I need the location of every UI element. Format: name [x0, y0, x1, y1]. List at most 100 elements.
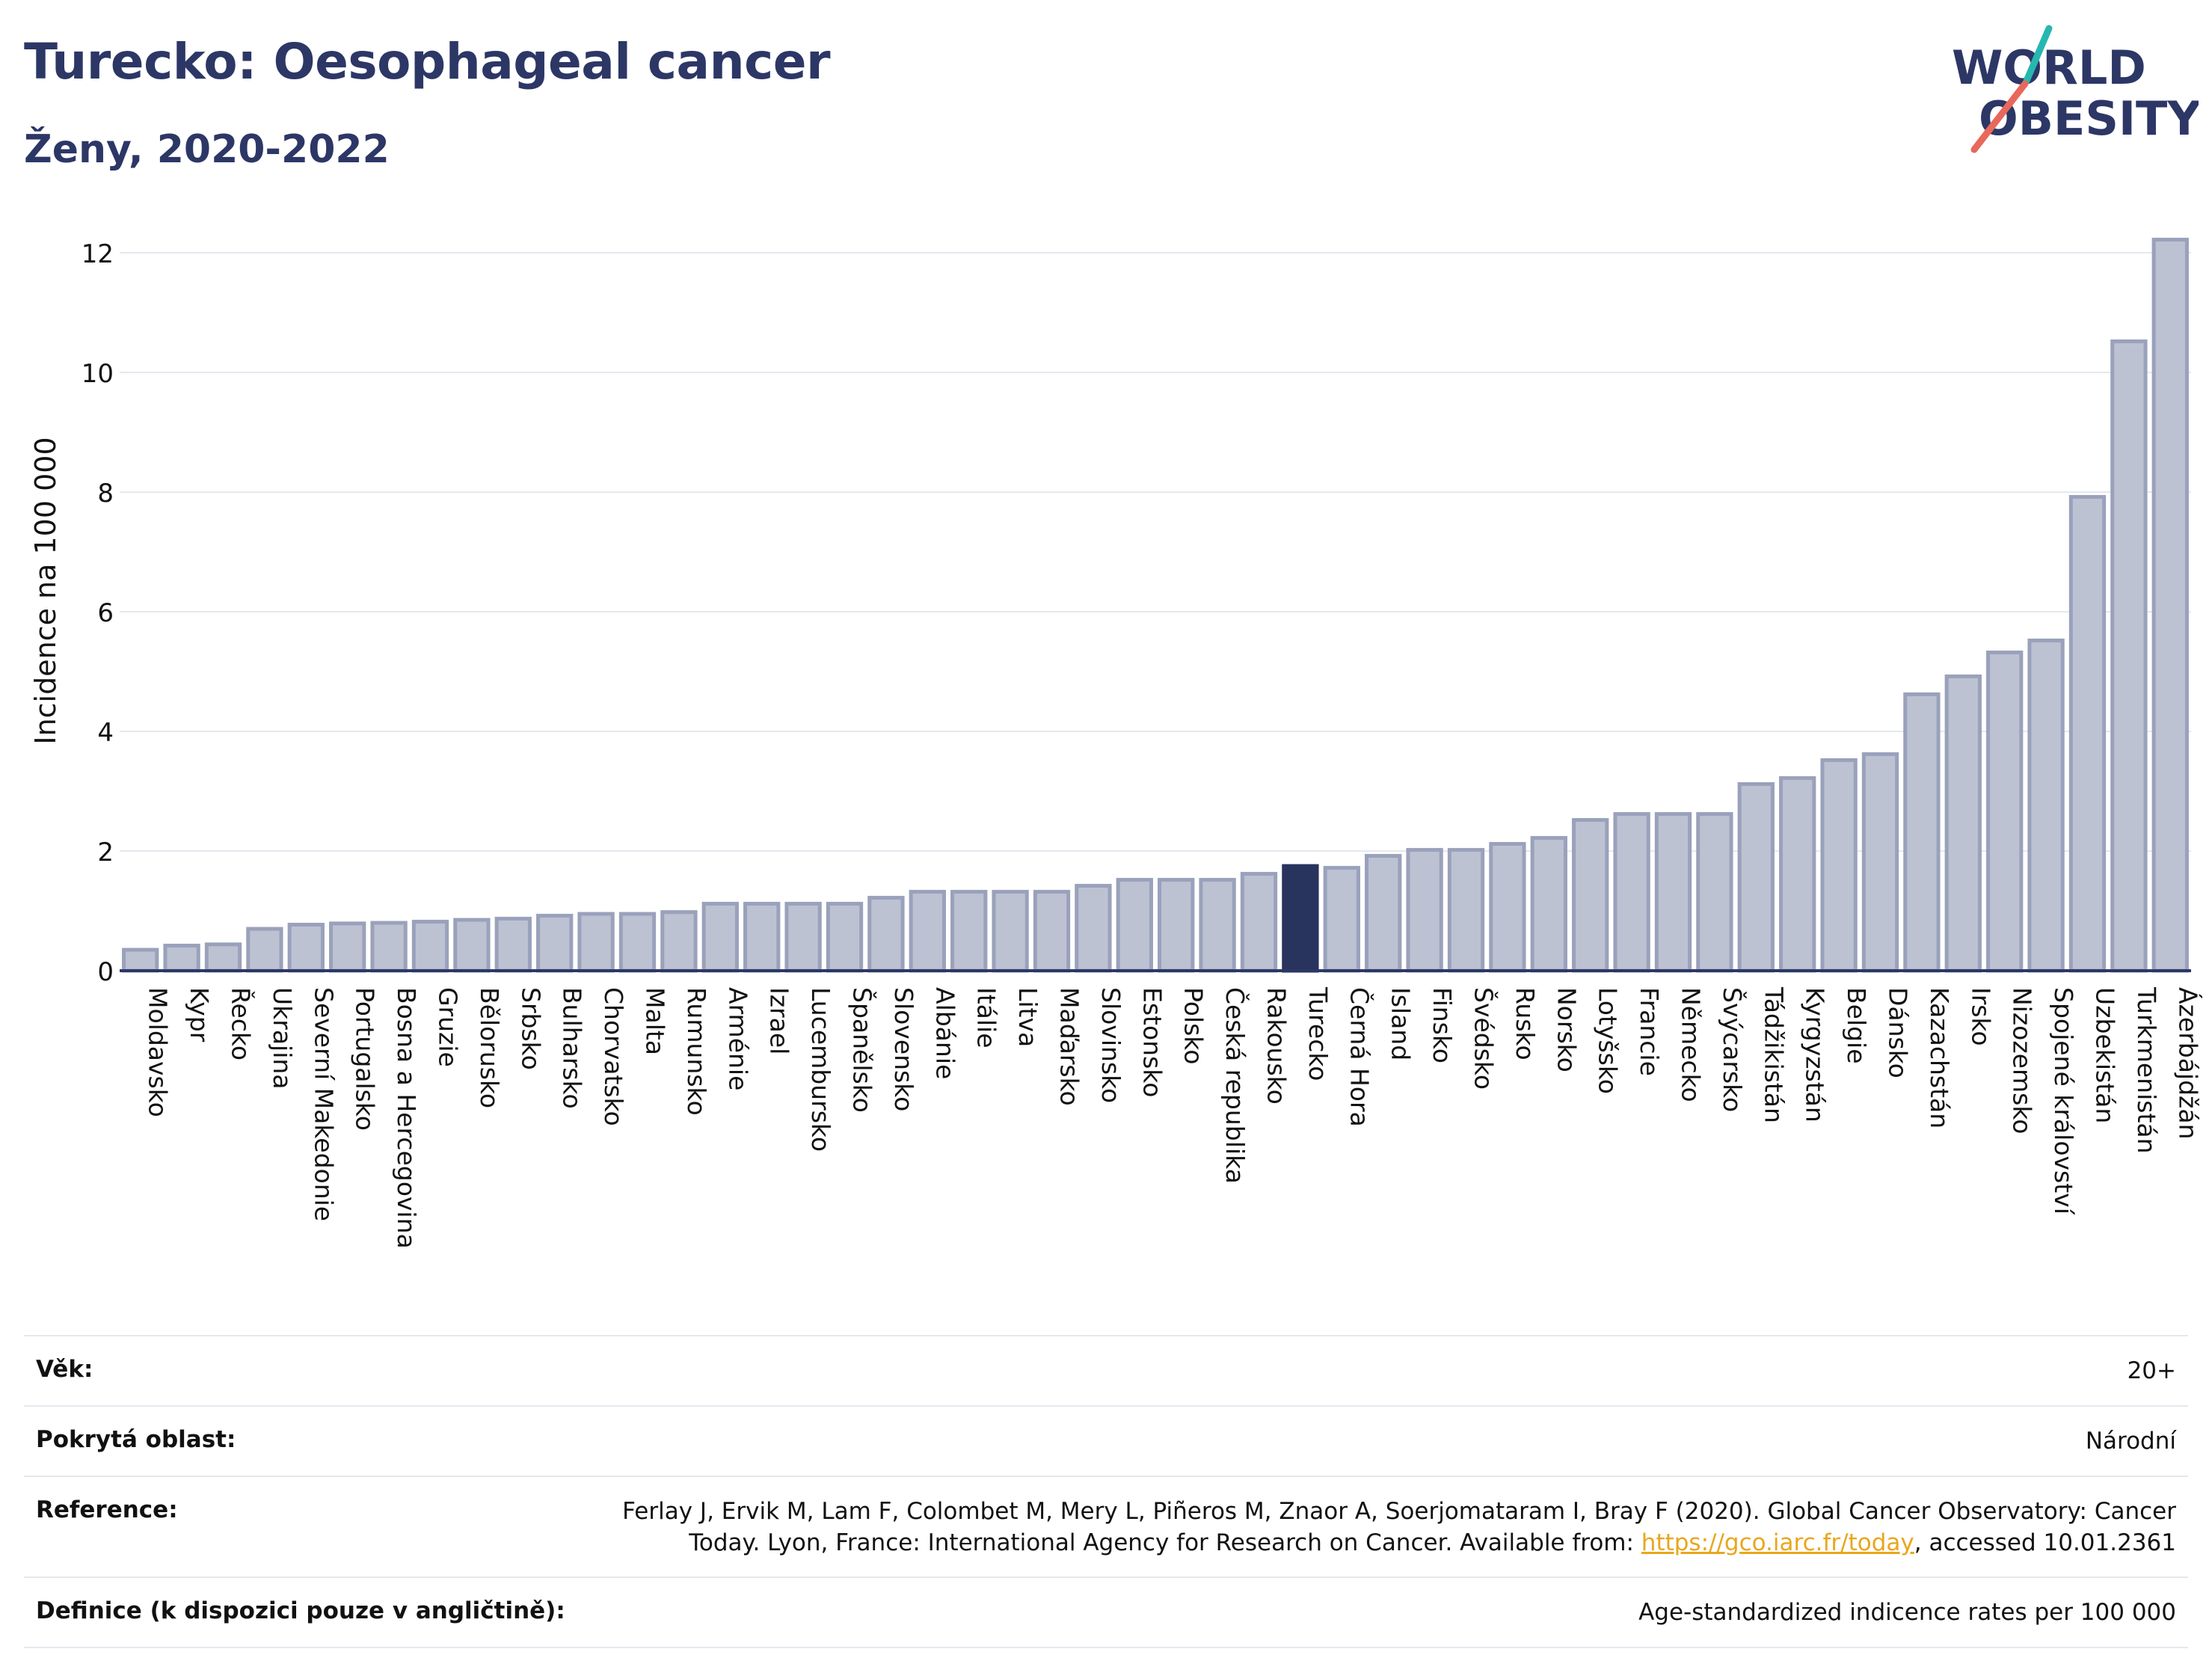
- x-tick-label: Turkmenistán: [2132, 986, 2161, 1154]
- x-tick-label: Polsko: [1179, 987, 1208, 1064]
- bar: [784, 901, 822, 973]
- x-tick-label: Ukrajina: [268, 987, 297, 1090]
- bar: [1240, 871, 1278, 973]
- x-tick-label: Kyrgyzstán: [1801, 987, 1830, 1123]
- bar: [1861, 752, 1899, 973]
- x-tick-label: Arménie: [723, 987, 752, 1090]
- x-tick-label: Severní Makedonie: [309, 987, 338, 1221]
- bar: [992, 889, 1029, 973]
- definition-value: Age-standardized indicence rates per 100…: [1638, 1599, 2176, 1627]
- x-tick-label: Dánsko: [1884, 987, 1913, 1078]
- footer-row-reference: Reference: Ferlay J, Ervik M, Lam F, Col…: [24, 1475, 2188, 1577]
- bar: [1158, 877, 1195, 973]
- bar: [370, 921, 408, 973]
- definition-label: Definice (k dispozici pouze v angličtině…: [36, 1597, 565, 1625]
- x-tick-label: Slovensko: [889, 987, 918, 1111]
- bar: [1737, 782, 1775, 973]
- bar: [1572, 817, 1609, 973]
- bar: [1323, 865, 1360, 973]
- bar: [1447, 847, 1485, 973]
- bar: [2068, 494, 2107, 973]
- chart-subtitle: Ženy, 2020-2022: [24, 127, 390, 172]
- x-tick-label: Česká republika: [1220, 987, 1250, 1184]
- x-tick-label: Francie: [1635, 987, 1664, 1076]
- bar: [411, 919, 449, 973]
- bar: [494, 916, 532, 973]
- x-tick-label: Litva: [1013, 987, 1042, 1047]
- bar: [1779, 776, 1816, 973]
- bar: [577, 912, 615, 973]
- bar: [1986, 650, 2024, 973]
- x-tick-label: Island: [1386, 987, 1416, 1060]
- age-value: 20+: [2127, 1357, 2176, 1384]
- bar: [826, 901, 864, 973]
- reference-value: Ferlay J, Ervik M, Lam F, Colombet M, Me…: [606, 1496, 2176, 1559]
- bar: [1033, 889, 1071, 973]
- metadata-table: Věk: 20+ Pokrytá oblast: Národní Referen…: [24, 1335, 2188, 1649]
- x-tick-labels: Moldavsko Kypr Řecko Ukrajina Severní Makedo…: [144, 986, 2204, 1249]
- x-tick-label: Španělsko: [848, 987, 878, 1113]
- x-tick-label: Tádžikistán: [1759, 986, 1788, 1123]
- reference-text: Ferlay J, Ervik M, Lam F, Colombet M, Me…: [622, 1497, 2176, 1556]
- x-tick-label: Švýcarsko: [1718, 987, 1748, 1112]
- bar: [246, 927, 283, 973]
- y-tick-label: 0: [97, 957, 114, 987]
- bar: [287, 922, 325, 973]
- bar: [1654, 811, 1692, 973]
- logo-coral-slash: [1970, 80, 2029, 153]
- bar: [1406, 847, 1443, 973]
- x-tick-label: Rusko: [1511, 987, 1540, 1060]
- x-tick-label: Turecko: [1303, 986, 1333, 1081]
- bar: [1116, 877, 1153, 973]
- coverage-value: Národní: [2085, 1427, 2176, 1455]
- bar: [909, 889, 946, 973]
- bar: [618, 912, 657, 973]
- bar: [950, 889, 988, 973]
- bar: [660, 910, 698, 973]
- footer-row-coverage: Pokrytá oblast: Národní: [24, 1404, 2188, 1476]
- bar: [743, 901, 781, 973]
- bar: [1944, 674, 1982, 973]
- x-tick-label: Švédsko: [1469, 987, 1499, 1090]
- bar: [1199, 877, 1236, 973]
- reference-link[interactable]: https://gco.iarc.fr/today: [1641, 1529, 1914, 1556]
- bars: [122, 237, 2189, 973]
- x-tick-label: Bělorusko: [475, 987, 504, 1108]
- bar: [1820, 758, 1858, 973]
- bar: [2151, 237, 2189, 973]
- bar: [867, 895, 905, 973]
- bar: [1903, 692, 1941, 973]
- x-tick-label: Izrael: [765, 987, 794, 1054]
- reference-accessed: , accessed 10.01.2361: [1914, 1529, 2176, 1556]
- x-tick-label: Kazachstán: [1925, 987, 1954, 1129]
- bar: [1365, 853, 1402, 973]
- bar-chart: 0 2 4 6 8 10 12 Moldavsko Kypr Řecko Ukrajina Seve…: [29, 237, 2204, 1249]
- bar: [1696, 811, 1733, 973]
- bar: [1075, 883, 1112, 973]
- x-tick-label: Albánie: [930, 987, 959, 1079]
- x-tick-label: Rumunsko: [682, 987, 711, 1116]
- footer-row-definition: Definice (k dispozici pouze v angličtině…: [24, 1576, 2188, 1649]
- bar: [701, 901, 739, 973]
- x-tick-label: Srbsko: [516, 987, 545, 1070]
- bar: [536, 913, 574, 973]
- x-tick-label: Nizozemsko: [2008, 987, 2037, 1134]
- x-tick-label: Gruzie: [434, 987, 463, 1067]
- logo-line1: WORLD: [1952, 40, 2146, 95]
- x-tick-label: Bulharsko: [558, 987, 587, 1109]
- x-tick-label: Malta: [641, 987, 670, 1055]
- x-tick-label: Estonsko: [1137, 987, 1167, 1097]
- logo-teal-slash: [2023, 25, 2053, 85]
- bar: [1489, 841, 1526, 973]
- x-tick-label: Lucembursko: [806, 987, 835, 1152]
- x-tick-label: Maďarsko: [1055, 987, 1084, 1106]
- bar: [2110, 339, 2148, 973]
- x-tick-label: Portugalsko: [351, 987, 380, 1131]
- y-tick-label: 2: [97, 838, 114, 868]
- bar: [1613, 811, 1650, 973]
- x-tick-label: Ázerbájdžán: [2173, 987, 2203, 1140]
- bar: [204, 942, 242, 973]
- bar: [2027, 638, 2065, 973]
- bar: [453, 918, 491, 973]
- reference-label: Reference:: [36, 1496, 178, 1523]
